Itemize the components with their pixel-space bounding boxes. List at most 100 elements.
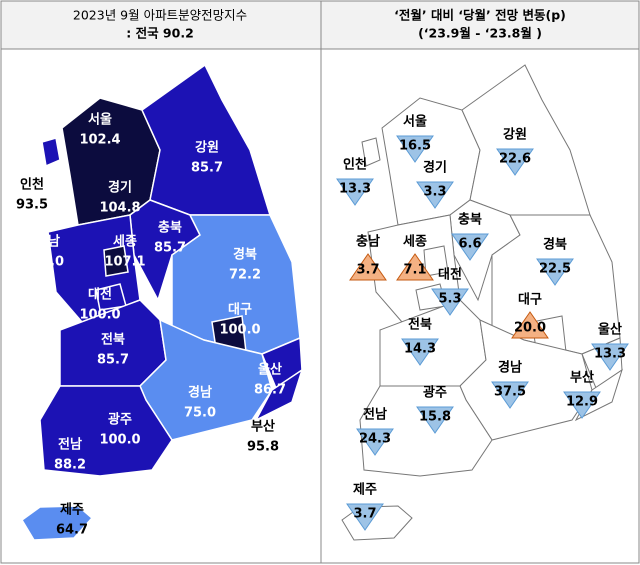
region-name: 울산	[598, 322, 622, 338]
region-name: 인천	[20, 177, 44, 193]
change-value: 13.3	[594, 347, 626, 362]
region-name: 광주	[423, 386, 447, 401]
change-value: 3.7	[353, 507, 376, 522]
region-name: 전남	[58, 437, 82, 453]
region-value: 100.0	[219, 323, 260, 338]
region-name: 충북	[458, 212, 482, 228]
right-subtitle: (‘23.9월 - ‘23.8월 )	[418, 26, 542, 41]
region-shape	[103, 245, 129, 277]
region-value: 107.1	[104, 255, 145, 270]
region-shape	[361, 137, 381, 167]
change-value: 15.8	[419, 410, 451, 425]
region-name: 서울	[403, 114, 427, 130]
change-triangle	[336, 178, 374, 206]
region-name: 경남	[188, 385, 212, 401]
change-value: 24.3	[359, 432, 391, 447]
region-value: 100.0	[99, 433, 140, 448]
region-name: 부산	[570, 370, 594, 386]
change-triangle	[491, 381, 529, 409]
region-name: 제주	[60, 503, 84, 518]
region-value: 102.4	[79, 133, 120, 148]
region-name: 강원	[195, 140, 219, 156]
region-name: 부산	[251, 419, 275, 435]
change-value: 37.5	[494, 385, 526, 400]
region-name: 서울	[88, 112, 112, 128]
change-value: 6.6	[458, 237, 481, 252]
change-triangle	[416, 406, 454, 434]
region-name: 전북	[101, 332, 125, 348]
region-shape	[39, 385, 173, 477]
region-shape	[21, 505, 94, 541]
change-triangle	[346, 503, 384, 531]
region-name: 울산	[258, 362, 282, 378]
region-name: 제주	[353, 483, 377, 498]
region-value: 85.7	[97, 353, 129, 368]
region-name: 전남	[363, 407, 387, 423]
header-bg	[1, 1, 639, 49]
change-triangle	[451, 233, 489, 261]
region-name: 충북	[158, 220, 182, 236]
region-value: 93.5	[16, 198, 48, 213]
change-value: 13.3	[339, 182, 371, 197]
change-triangle	[431, 288, 469, 316]
region-name: 경기	[423, 160, 447, 176]
change-value: 22.6	[499, 152, 531, 167]
region-value: 85.7	[154, 241, 186, 256]
change-triangle	[416, 181, 454, 209]
change-value: 14.3	[404, 342, 436, 357]
region-shape	[459, 319, 593, 441]
region-value: 85.7	[191, 161, 223, 176]
change-value: 20.0	[514, 321, 546, 336]
region-value: 75.0	[184, 406, 216, 421]
region-shape	[139, 318, 273, 441]
region-value: 85.0	[32, 255, 64, 270]
region-name: 인천	[343, 157, 367, 173]
region-name: 대구	[228, 303, 252, 318]
change-value: 12.9	[566, 395, 598, 410]
region-shape	[423, 245, 449, 277]
region-value: 88.2	[54, 458, 86, 473]
region-name: 경북	[543, 237, 567, 253]
change-triangle	[563, 391, 601, 419]
left-title: 2023년 9월 아파트분양전망지수	[73, 8, 247, 23]
region-name: 세종	[113, 235, 137, 250]
region-name: 대구	[518, 293, 542, 308]
left-map: 서울 102.4 인천 93.5 경기 104.8 강원 85.7 충북 85.7 충남 85.0 세종…	[16, 63, 304, 541]
change-value: 3.7	[356, 263, 379, 278]
region-name: 충남	[356, 234, 380, 250]
region-value: 100.0	[79, 308, 120, 323]
region-value: 104.8	[99, 201, 140, 216]
region-name: 경기	[108, 180, 132, 196]
region-name: 강원	[503, 127, 527, 143]
change-triangle	[396, 135, 434, 163]
change-triangle	[536, 258, 574, 286]
change-triangle	[511, 311, 549, 339]
region-name: 대전	[88, 287, 112, 303]
change-value: 3.3	[423, 185, 446, 200]
change-value: 16.5	[399, 139, 431, 154]
region-value: 72.2	[229, 268, 261, 283]
right-title: ‘전월’ 대비 ‘당월’ 전망 변동(p)	[394, 8, 566, 23]
region-name: 광주	[108, 413, 132, 428]
region-shape	[41, 137, 61, 168]
region-value: 86.7	[254, 383, 286, 398]
change-value: 22.5	[539, 262, 571, 277]
change-triangle	[356, 428, 394, 456]
region-shape	[359, 385, 493, 477]
region-value: 95.8	[247, 440, 279, 455]
region-name: 경남	[498, 360, 522, 376]
region-shape	[254, 368, 304, 422]
change-triangle	[591, 343, 629, 371]
change-triangle	[349, 253, 387, 281]
region-name: 전북	[408, 317, 432, 333]
left-subtitle: : 전국 90.2	[126, 26, 194, 41]
region-name: 세종	[403, 235, 427, 250]
region-name: 충남	[36, 234, 60, 250]
change-value: 7.1	[403, 263, 426, 278]
region-name: 대전	[438, 267, 462, 283]
change-triangle	[496, 148, 534, 176]
change-value: 5.3	[438, 292, 461, 307]
region-name: 경북	[233, 247, 257, 263]
